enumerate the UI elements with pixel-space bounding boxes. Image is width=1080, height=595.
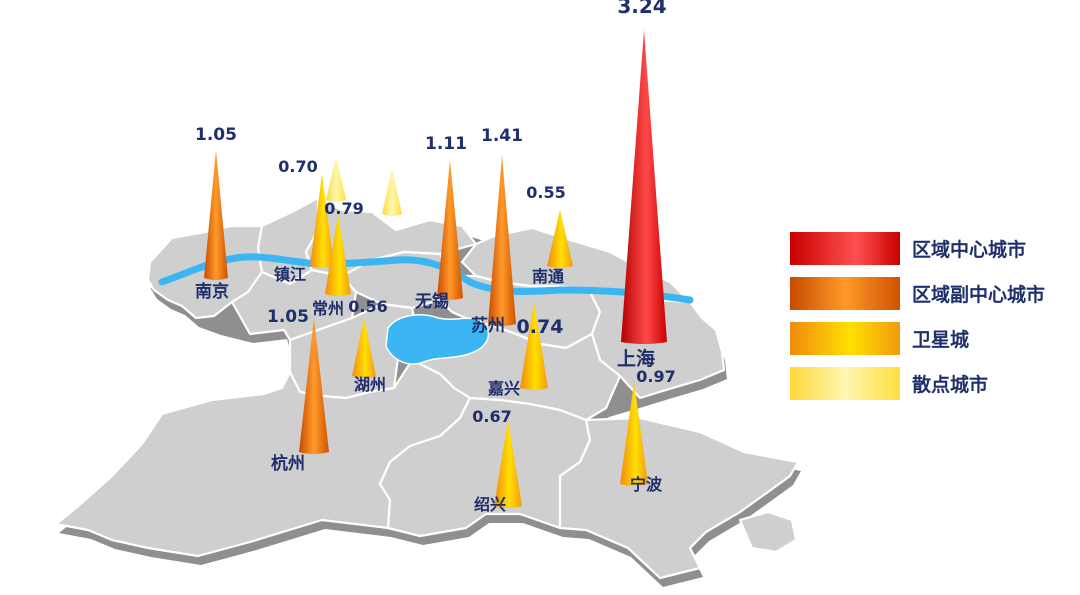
city-name-changzhou: 常州 — [312, 299, 344, 318]
legend-swatch-scatter — [790, 367, 900, 400]
legend-label-scatter: 散点城市 — [912, 374, 989, 396]
legend-item-satellite: 卫星城 — [790, 322, 1070, 355]
legend-item-center: 区域中心城市 — [790, 232, 1070, 265]
legend-swatch-center — [790, 232, 900, 265]
cone-changzhou — [325, 214, 351, 296]
city-name-wuxi: 无锡 — [414, 291, 449, 312]
cone-wuxi — [437, 160, 463, 300]
value-label-shanghai: 3.24 — [617, 0, 666, 18]
city-marker-huzhou — [352, 318, 376, 378]
cone-shaoxing — [494, 420, 522, 508]
city-name-ningbo: 宁波 — [630, 475, 663, 494]
cone-shanghai — [621, 30, 667, 344]
city-name-hangzhou: 杭州 — [271, 453, 305, 474]
cone-zhenjiang — [310, 174, 334, 268]
city-markers — [204, 30, 667, 508]
city-marker-ningbo — [620, 382, 648, 486]
legend-label-center: 区域中心城市 — [912, 239, 1027, 261]
city-marker-hangzhou — [299, 318, 329, 454]
city-name-shaoxing: 绍兴 — [474, 495, 506, 514]
city-marker-shaoxing — [494, 420, 522, 508]
legend-label-satellite: 卫星城 — [912, 329, 970, 351]
value-label-nanjing: 1.05 — [195, 125, 237, 145]
city-name-jiaxing: 嘉兴 — [487, 379, 520, 398]
city-name-nanjing: 南京 — [195, 281, 229, 302]
city-name-zhenjiang: 镇江 — [274, 265, 306, 284]
value-label-jiaxing: 0.74 — [517, 316, 564, 338]
legend-item-sub-center: 区域副中心城市 — [790, 277, 1070, 310]
city-marker-shanghai — [621, 30, 667, 344]
legend-label-sub-center: 区域副中心城市 — [912, 284, 1046, 306]
legend-swatch-satellite — [790, 322, 900, 355]
city-marker-nanjing — [204, 150, 228, 280]
value-label-zhenjiang: 0.70 — [278, 157, 317, 176]
city-marker-jiaxing — [520, 302, 548, 390]
value-label-hangzhou: 1.05 — [267, 307, 309, 327]
city-name-shanghai: 上海 — [617, 347, 655, 370]
city-marker-nantong — [547, 210, 573, 268]
taihu-lake — [385, 314, 490, 365]
city-marker-changzhou — [325, 214, 351, 296]
city-name-suzhou: 苏州 — [471, 315, 505, 336]
legend-swatch-sub-center — [790, 277, 900, 310]
city-name-nantong: 南通 — [532, 267, 564, 286]
city-marker-zhenjiang — [310, 174, 334, 268]
value-label-huzhou: 0.56 — [348, 297, 387, 316]
cone-nantong — [547, 210, 573, 268]
value-label-ningbo: 0.97 — [636, 367, 675, 386]
cone-jiaxing — [520, 302, 548, 390]
cone-scatter_a — [326, 156, 346, 202]
value-label-wuxi: 1.11 — [425, 134, 467, 154]
water-bodies — [158, 253, 694, 304]
yangtze-river — [158, 253, 694, 304]
value-label-suzhou: 1.41 — [481, 126, 523, 146]
legend-item-scatter: 散点城市 — [790, 367, 1070, 400]
city-marker-scatter_a — [326, 156, 346, 202]
cone-suzhou — [488, 155, 516, 326]
city-marker-scatter_b — [382, 168, 402, 216]
legend: 区域中心城市 区域副中心城市 卫星城 散点城市 — [790, 232, 1070, 412]
value-label-shaoxing: 0.67 — [472, 407, 511, 426]
cone-nanjing — [204, 150, 228, 280]
map-regions — [54, 196, 800, 580]
city-marker-suzhou — [488, 155, 516, 326]
cone-ningbo — [620, 382, 648, 486]
value-label-changzhou: 0.79 — [324, 199, 363, 218]
city-labels: 3.24 上海 1.05 南京 1.11 无锡 1.41 苏州 1.05 杭州 0.70 镇江 0.79… — [195, 0, 676, 514]
cone-scatter_b — [382, 168, 402, 216]
city-name-huzhou: 湖州 — [354, 375, 386, 394]
value-label-nantong: 0.55 — [526, 183, 565, 202]
city-marker-wuxi — [437, 160, 463, 300]
cone-hangzhou — [299, 318, 329, 454]
cone-huzhou — [352, 318, 376, 378]
